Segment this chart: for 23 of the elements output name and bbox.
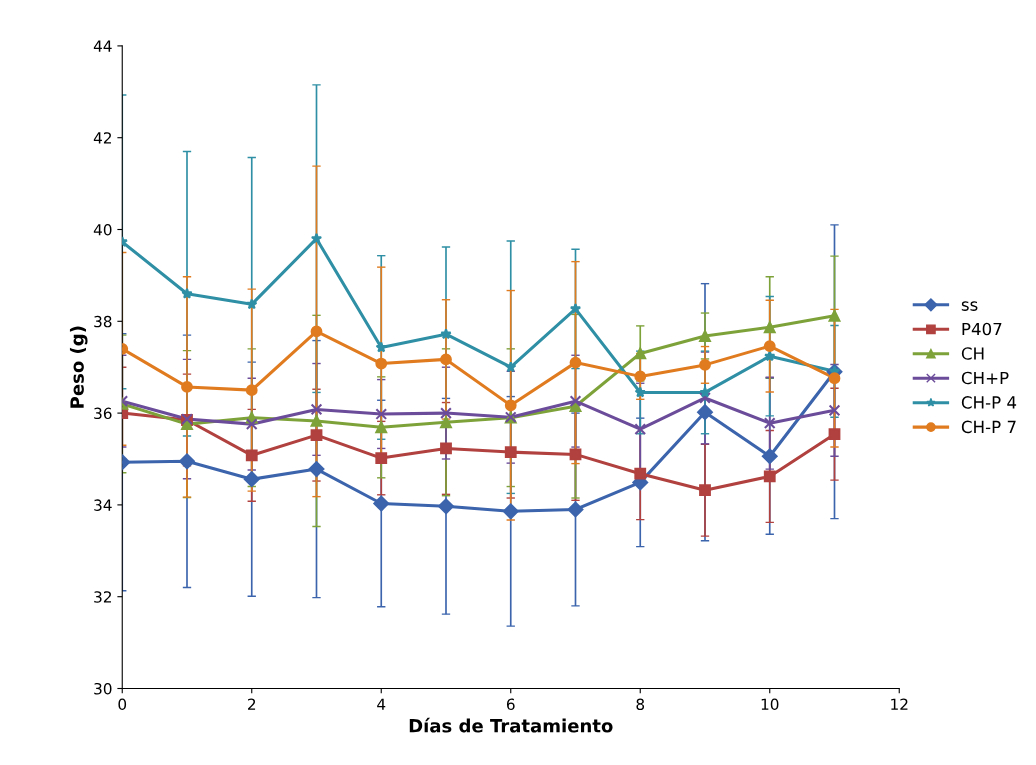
y-tick-label: 42: [93, 132, 111, 144]
legend-label: CH+P: [961, 371, 1009, 385]
legend-label: CH-P 4: [961, 396, 1017, 409]
y-tick-label: 38: [94, 315, 112, 328]
y-tick-label: 30: [94, 682, 112, 695]
legend-label: ss: [961, 301, 978, 311]
y-tick-label: 32: [94, 591, 111, 603]
x-tick-label: 12: [891, 698, 908, 710]
x-tick-label: 4: [377, 698, 386, 710]
y-tick-label: 40: [93, 223, 112, 236]
y-axis-title: Peso (g): [69, 326, 88, 408]
x-tick-label: 0: [118, 698, 127, 711]
y-tick-label: 36: [94, 407, 112, 420]
y-tick-label: 34: [94, 499, 112, 511]
x-tick-label: 10: [761, 698, 779, 711]
legend-label: P407: [962, 322, 1002, 336]
x-tick-label: 2: [248, 698, 256, 710]
legend-label: CH: [961, 347, 984, 360]
y-tick-label: 44: [93, 40, 112, 52]
x-axis-title: Días de Tratamiento: [409, 717, 613, 733]
legend-label: CH-P 7: [961, 420, 1016, 434]
x-tick-label: 8: [636, 698, 645, 711]
x-tick-label: 6: [506, 698, 515, 711]
